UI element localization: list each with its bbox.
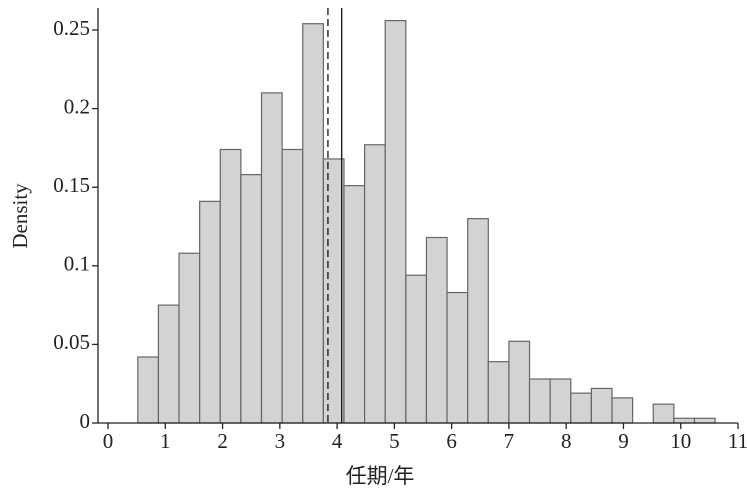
bar [570, 392, 592, 424]
y-tick-label: 0 [80, 409, 91, 433]
x-tick-label: 8 [561, 429, 572, 453]
bar [240, 174, 263, 424]
bar [508, 340, 531, 424]
y-tick-label: 0.2 [64, 94, 90, 118]
bar [405, 274, 428, 424]
bar [590, 387, 613, 424]
bar [487, 361, 510, 424]
x-tick-label: 6 [446, 429, 457, 453]
x-tick-label: 9 [618, 429, 629, 453]
y-tick-label: 0.1 [64, 252, 90, 276]
bar [425, 236, 448, 424]
bar [467, 218, 489, 424]
bar [199, 200, 221, 424]
bar [178, 252, 201, 424]
bar [137, 356, 160, 424]
bar [363, 144, 386, 424]
x-tick-label: 3 [275, 429, 286, 453]
y-tick-label: 0.05 [53, 330, 90, 354]
bar [384, 19, 407, 424]
x-tick-label: 5 [389, 429, 400, 453]
y-tick-label: 0.25 [53, 16, 90, 40]
y-tick-label: 0.15 [53, 173, 90, 197]
bar [549, 378, 572, 424]
x-tick-label: 4 [332, 429, 343, 453]
x-tick-label: 11 [728, 429, 747, 453]
bar [219, 148, 242, 424]
x-tick-label: 10 [670, 429, 691, 453]
bar [528, 378, 551, 424]
x-tick-label: 2 [217, 429, 228, 453]
x-axis-label: 任期/年 [346, 464, 415, 488]
bar [673, 417, 696, 424]
bar [281, 148, 304, 424]
bar [302, 23, 324, 424]
x-tick-label: 0 [103, 429, 114, 453]
bar [611, 397, 634, 424]
bar [652, 403, 675, 424]
bar [157, 304, 180, 424]
x-tick-label: 7 [504, 429, 515, 453]
bar [260, 92, 283, 424]
bar [446, 291, 469, 424]
bar [693, 417, 716, 424]
bar [322, 158, 345, 424]
y-axis-label: Density [8, 183, 32, 249]
bar [343, 185, 366, 424]
x-tick-label: 1 [160, 429, 171, 453]
